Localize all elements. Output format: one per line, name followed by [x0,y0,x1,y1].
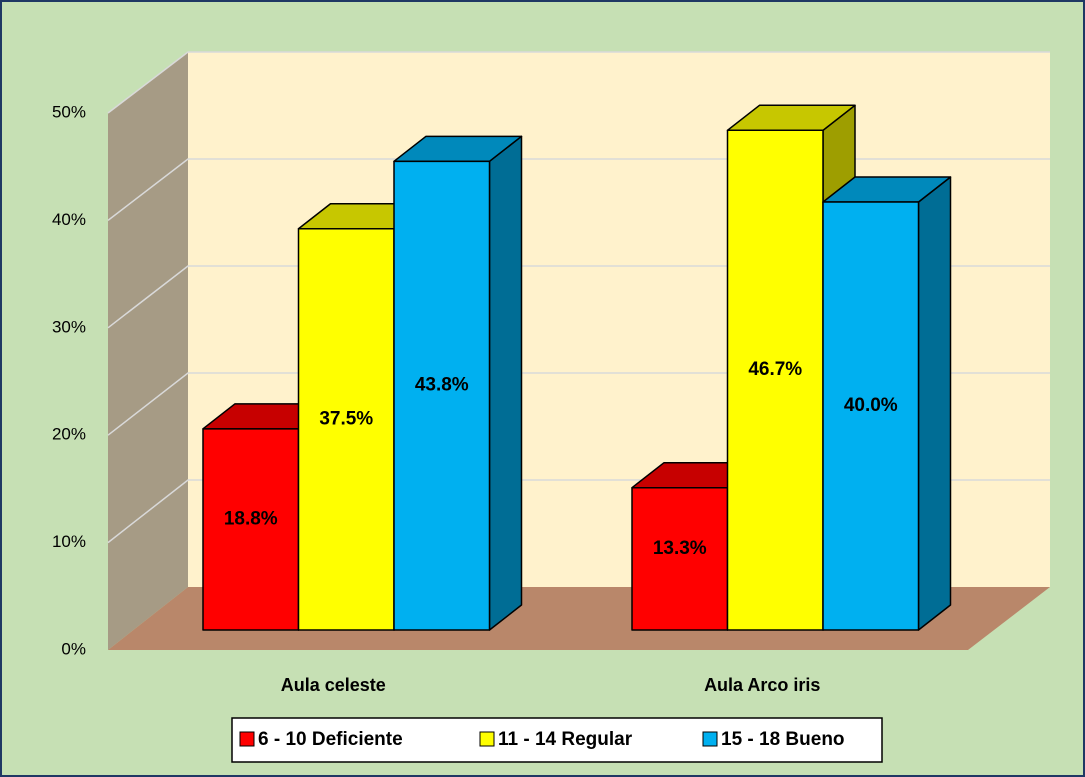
data-label: 40.0% [844,395,898,416]
legend-label: 11 - 14 Regular [498,729,633,750]
legend-swatch [479,731,495,747]
data-label: 37.5% [319,408,373,429]
side-wall [108,52,188,650]
y-tick-label: 0% [61,639,86,658]
bar-side [488,135,523,631]
bar-front [631,486,729,631]
y-tick-label: 40% [52,210,86,229]
y-tick-label: 50% [52,102,86,121]
y-tick-label: 30% [52,317,86,336]
bar-front [822,201,920,631]
data-label: 43.8% [415,375,469,396]
legend-swatch [239,731,255,747]
x-tick-label: Aula celeste [281,675,386,695]
data-label: 46.7% [748,359,802,380]
legend-label: 6 - 10 Deficiente [258,729,403,750]
bar-front [297,228,395,631]
bars [202,104,952,631]
legend-items: 6 - 10 Deficiente 11 - 14 Regular 15 - 18 … [239,729,845,750]
legend-swatch [702,731,718,747]
y-tick-label: 10% [52,532,86,551]
data-label: 13.3% [653,538,707,559]
bar-side [917,176,952,631]
legend [231,717,883,763]
bar-front [202,428,300,631]
data-label: 18.8% [224,508,278,529]
bar-front [393,160,491,631]
bar [822,176,952,631]
bar [393,135,523,631]
legend-label: 15 - 18 Bueno [721,729,845,750]
y-tick-label: 20% [52,425,86,444]
grid-line [107,51,1050,114]
x-tick-label: Aula Arco iris [704,675,820,695]
